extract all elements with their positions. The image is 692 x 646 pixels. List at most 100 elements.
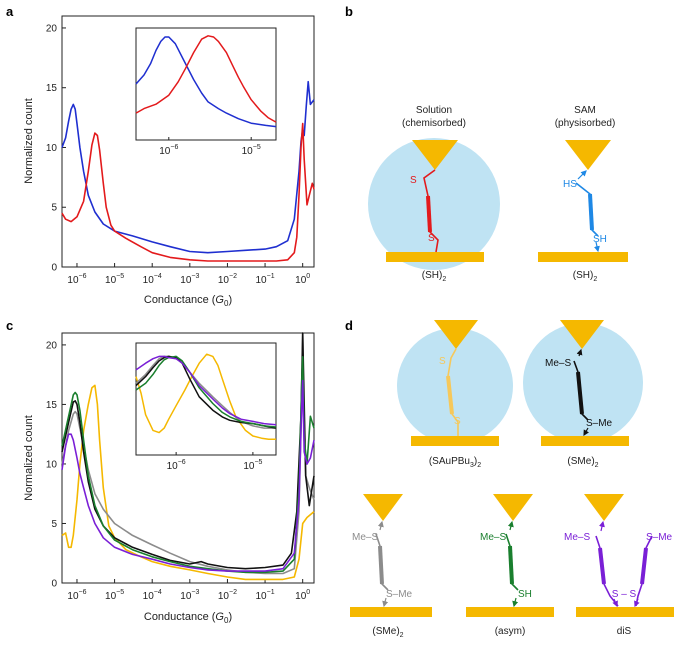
- substrate-electrode: [386, 252, 484, 262]
- chart-a-inset: 10−6 10−5: [135, 27, 277, 157]
- tip-electrode-sam: [565, 140, 611, 170]
- atom-sh: SH: [593, 234, 607, 245]
- chart-a-inset-series-blue: [135, 36, 277, 128]
- chart-c-xtick-label: 10−4: [143, 589, 162, 602]
- chart-c-series-green: [61, 356, 315, 574]
- caption-solution-sh2: (SH)2: [422, 270, 447, 283]
- arrow-asym-substrate: [512, 597, 519, 608]
- solvent-sphere: [368, 138, 500, 270]
- caption-sam-sh2: (SH)2: [573, 270, 598, 283]
- asym-top-label: Me–S: [480, 532, 506, 543]
- tip-electrode-asym: [493, 494, 533, 521]
- sam-bond-bold: [588, 193, 594, 231]
- chart-c-inset-series-purple: [135, 355, 277, 426]
- chart-c-inset-xticks: 10−6 10−5: [167, 452, 263, 472]
- chart-a-xtick-label: 10−2: [218, 273, 237, 286]
- atom-s-bottom-aupbu: S: [454, 416, 461, 427]
- chart-c-xtick-label: 10−2: [218, 589, 237, 602]
- substrate-electrode-asym: [466, 607, 554, 617]
- chart-c-inset-xtick-label: 10−6: [167, 459, 186, 472]
- chart-c-ylabel: Normalized count: [23, 415, 35, 501]
- caption-aupbu: (SAuPBu3)2: [429, 456, 481, 469]
- chart-c-xtick-label: 100: [295, 589, 310, 602]
- sh2-molecule-physisorbed: [575, 182, 599, 237]
- chart-c-xtick-label: 10−6: [67, 589, 86, 602]
- chart-a-xlabel: Conductance (G0): [144, 294, 232, 308]
- chart-c-inset-series: [135, 353, 277, 441]
- chart-c-inset: 10−6 10−5: [135, 342, 277, 472]
- solvent-sphere-aupbu: [397, 328, 513, 444]
- arrow-sme-substrate: [583, 427, 589, 437]
- chart-a-xtick-label: 100: [295, 273, 310, 286]
- aupbu-bond-bold: [446, 375, 454, 415]
- chart-c-inset-frame: [135, 342, 277, 456]
- tip-electrode-gray: [363, 494, 403, 521]
- chart-c-ytick-label: 5: [51, 519, 57, 530]
- chart-a-inset-frame: [135, 27, 277, 141]
- panel-label-c: c: [6, 318, 13, 333]
- sh2-bond-bold: [426, 195, 432, 233]
- chart-a-series: [61, 80, 315, 262]
- sam-title: SAM: [574, 105, 596, 116]
- dis-bond-bold-left: [598, 547, 606, 585]
- chart-c-ytick-label: 20: [46, 340, 58, 351]
- atom-s-top: S: [410, 175, 417, 186]
- chart-c-series: [61, 332, 315, 581]
- chart-a-frame: [61, 15, 315, 268]
- arrow-asym-tip: [507, 520, 514, 531]
- chart-a-xtick-label: 10−6: [67, 273, 86, 286]
- tip-electrode-aupbu: [434, 320, 478, 349]
- substrate-electrode-gray: [350, 607, 432, 617]
- substrate-electrode-aupbu: [411, 436, 499, 446]
- chart-c-ytick-label: 0: [51, 579, 57, 590]
- chart-c-xtick-label: 10−5: [105, 589, 124, 602]
- dis-left-top-label: Me–S: [564, 532, 590, 543]
- chart-c-xtick-label: 10−3: [180, 589, 199, 602]
- chart-a-yticks: 0 5 10 15 20: [46, 23, 66, 274]
- chart-a-ytick-label: 10: [46, 143, 58, 154]
- chart-c-frame: [61, 332, 315, 584]
- caption-sme: (SMe)2: [567, 456, 598, 469]
- solution-subtitle: (chemisorbed): [402, 118, 466, 129]
- chart-a-inset-series-red: [135, 35, 277, 123]
- chart-c-series-purple: [61, 379, 315, 572]
- chart-a-xtick-label: 10−5: [105, 273, 124, 286]
- chart-a-ytick-label: 5: [51, 203, 57, 214]
- arrow-dis-substrate-right: [634, 598, 640, 608]
- tip-electrode: [412, 140, 458, 170]
- sme-bottom-label: S–Me: [586, 418, 613, 429]
- panel-b: Solution (chemisorbed) SAM (physisorbed)…: [368, 105, 628, 283]
- caption-gray: (SMe)2: [372, 626, 403, 639]
- chart-c-yticks: 0 5 10 15 20: [46, 340, 66, 590]
- solvent-sphere-sme: [523, 323, 643, 443]
- atom-s-top-aupbu: S: [439, 356, 446, 367]
- atom-hs: HS: [563, 179, 577, 190]
- chart-a: 0 5 10 15 20 10−6 10−5 10−4 10−3 10−2 10−1 100 Nor…: [23, 15, 315, 308]
- sme-top-label: Me–S: [545, 358, 571, 369]
- atom-s-bottom: S: [428, 233, 435, 244]
- solution-title: Solution: [416, 105, 452, 116]
- gray-bottom-label: S–Me: [386, 589, 413, 600]
- panel-d: S S (SAuPBu3)2 Me–S S–Me (SMe)2 Me–S S–M…: [350, 320, 674, 639]
- panel-label-b: b: [345, 4, 353, 19]
- caption-asym: (asym): [495, 626, 526, 637]
- chart-c-inset-xtick-label: 10−5: [243, 459, 262, 472]
- panel-label-d: d: [345, 318, 353, 333]
- caption-dis: diS: [617, 626, 632, 637]
- dis-bridge-label: S – S: [612, 589, 637, 600]
- chart-a-ylabel: Normalized count: [23, 98, 35, 184]
- substrate-electrode-sme: [541, 436, 629, 446]
- chart-a-series-red: [61, 122, 315, 262]
- chart-a-xtick-label: 10−1: [256, 273, 275, 286]
- arrow-gray-tip: [377, 520, 384, 531]
- chart-a-ytick-label: 0: [51, 263, 57, 274]
- panel-label-a: a: [6, 4, 14, 19]
- arrow-dis-tip: [599, 520, 605, 532]
- gray-top-label: Me–S: [352, 532, 378, 543]
- chart-a-inset-xticks: 10−6 10−5: [159, 137, 261, 157]
- chart-c-xlabel: Conductance (G0): [144, 611, 232, 625]
- chart-a-inset-xtick-label: 10−5: [242, 144, 261, 157]
- dis-right-top-label: S–Me: [646, 532, 673, 543]
- chart-a-ytick-label: 15: [46, 83, 58, 94]
